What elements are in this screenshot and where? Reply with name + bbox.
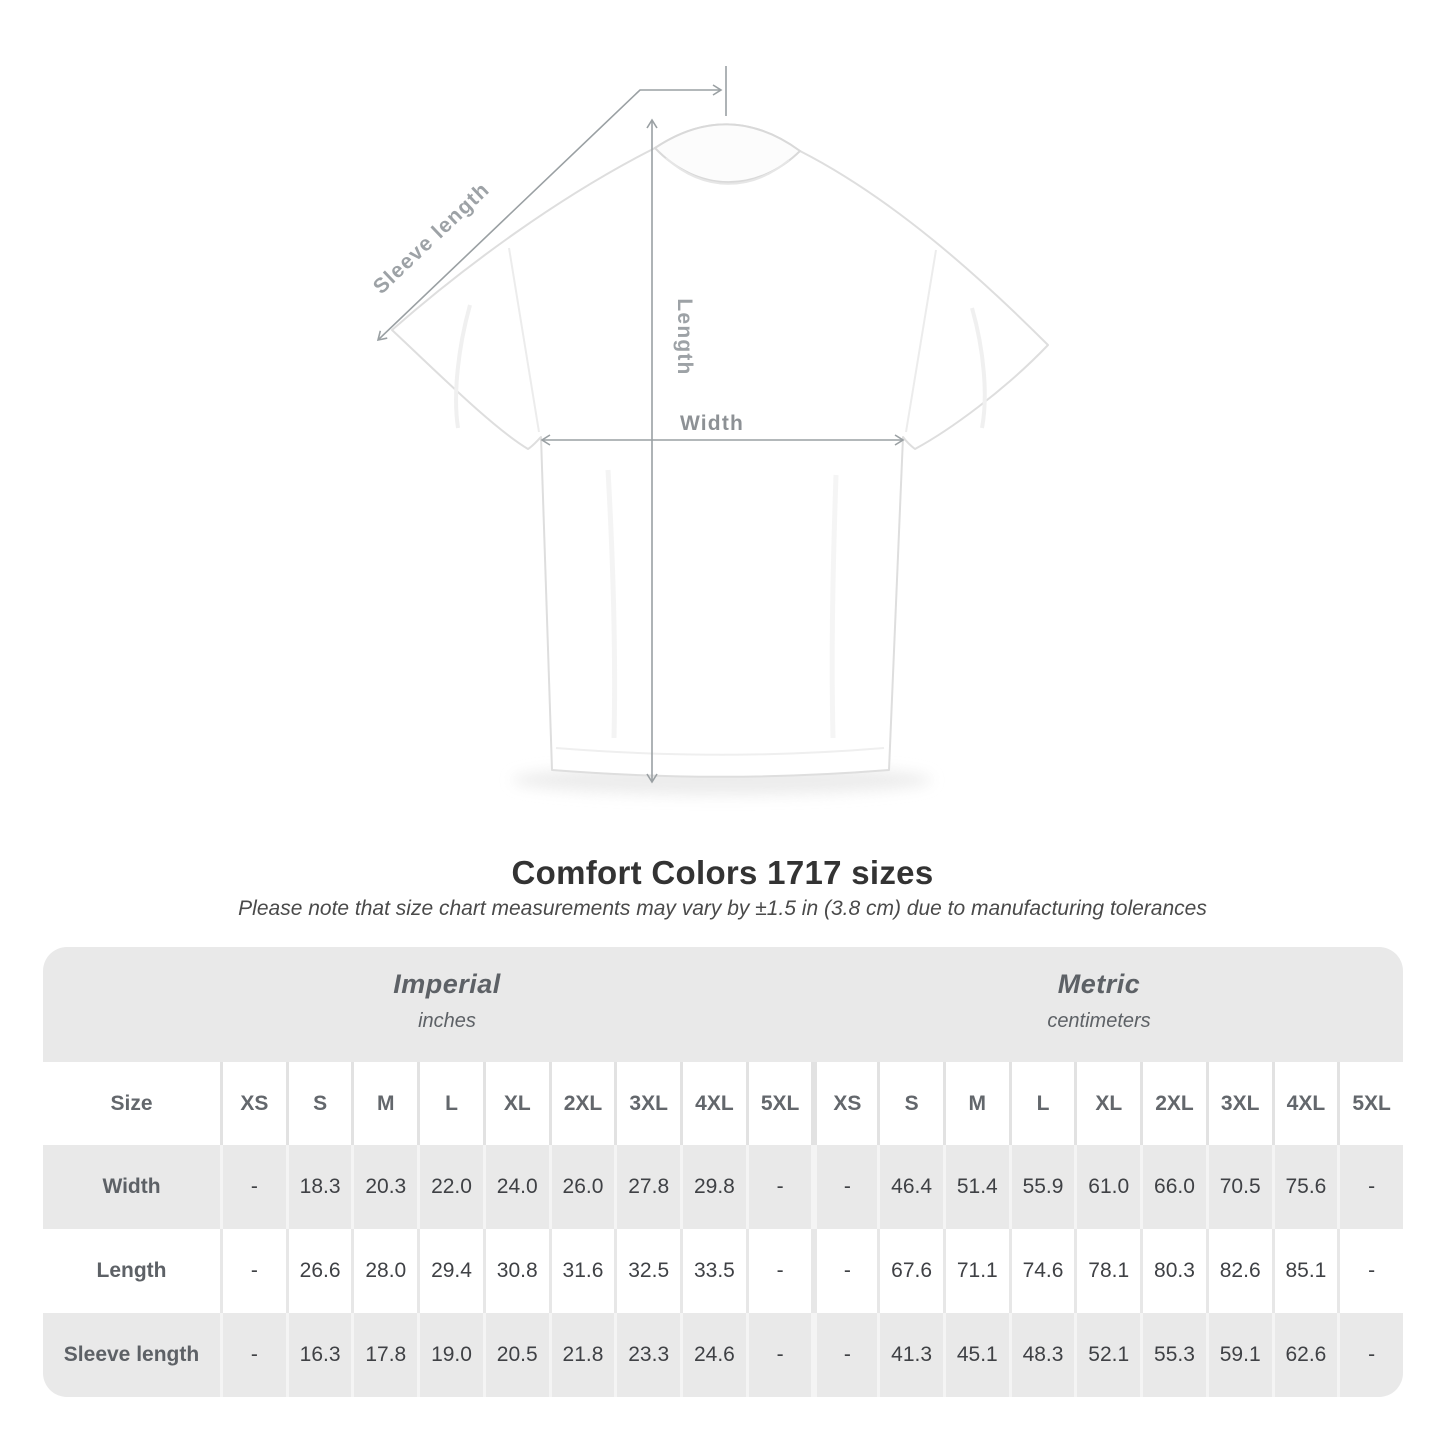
value-cell: 67.6 <box>877 1229 943 1313</box>
imperial-label: Imperial <box>393 969 501 999</box>
value-cell: 29.4 <box>417 1229 483 1313</box>
value-cell: 29.8 <box>680 1145 746 1229</box>
column-header-metric-4xl: 4XL <box>1271 1062 1338 1145</box>
value-cell: - <box>745 1229 812 1313</box>
value-cell: - <box>745 1145 812 1229</box>
value-cell: 62.6 <box>1271 1313 1338 1397</box>
value-cell: 52.1 <box>1074 1313 1140 1397</box>
value-cell: - <box>745 1313 812 1397</box>
value-cell: - <box>811 1145 877 1229</box>
value-cell: 24.0 <box>482 1145 549 1229</box>
value-cell: - <box>811 1313 877 1397</box>
metric-label: Metric <box>1057 969 1141 999</box>
column-header-metric-m: M <box>942 1062 1009 1145</box>
imperial-unit: inches <box>418 1010 476 1032</box>
sleeve-length-line <box>376 84 723 342</box>
value-cell: 27.8 <box>614 1145 680 1229</box>
column-header-imperial-xs: XS <box>220 1062 286 1145</box>
column-header-metric-s: S <box>877 1062 943 1145</box>
tolerance-note: Please note that size chart measurements… <box>238 897 1207 920</box>
size-column-header: Size <box>110 1091 153 1115</box>
value-cell: - <box>220 1145 286 1229</box>
value-cell: 23.3 <box>614 1313 680 1397</box>
value-cell: 71.1 <box>942 1229 1009 1313</box>
value-cell: 31.6 <box>548 1229 615 1313</box>
value-cell: 70.5 <box>1205 1145 1272 1229</box>
value-cell: 78.1 <box>1074 1229 1140 1313</box>
column-header-metric-l: L <box>1008 1062 1075 1145</box>
width-label: Width <box>680 412 744 435</box>
column-header-imperial-l: L <box>417 1062 483 1145</box>
value-cell: 24.6 <box>680 1313 746 1397</box>
value-cell: 45.1 <box>942 1313 1009 1397</box>
table-row-width: Width -18.3 20.3 22.0 24.0 26.0 27.8 29.8- -46.4… <box>43 1145 1403 1229</box>
table-unit-band: Imperial inches Metric centimeters <box>43 947 1403 1062</box>
value-cell: 20.3 <box>351 1145 417 1229</box>
value-cell: 19.0 <box>417 1313 483 1397</box>
row-label: Sleeve length <box>63 1343 200 1366</box>
column-header-metric-2xl: 2XL <box>1140 1062 1206 1145</box>
size-table: Imperial inches Metric centimeters Size X… <box>43 947 1403 1397</box>
value-cell: 32.5 <box>614 1229 680 1313</box>
table-row-length: Length -26.6 28.0 29.4 30.8 31.6 32.5 33.5- -67.… <box>43 1229 1403 1313</box>
value-cell: 28.0 <box>351 1229 417 1313</box>
size-header-row: Size XS S M L XL 2XL 3XL 4XL 5XL XS S M L XL 2XL 3XL 4XL 5… <box>43 1062 1403 1145</box>
column-header-imperial-2xl: 2XL <box>548 1062 615 1145</box>
value-cell: - <box>1337 1313 1403 1397</box>
metric-unit: centimeters <box>1047 1010 1151 1032</box>
value-cell: 55.9 <box>1008 1145 1075 1229</box>
value-cell: 16.3 <box>285 1313 352 1397</box>
value-cell: - <box>220 1229 286 1313</box>
value-cell: 17.8 <box>351 1313 417 1397</box>
tshirt-graphic <box>391 123 1049 778</box>
value-cell: 74.6 <box>1008 1229 1075 1313</box>
row-label: Length <box>96 1259 167 1282</box>
value-cell: 48.3 <box>1008 1313 1075 1397</box>
length-label: Length <box>673 298 696 375</box>
value-cell: 41.3 <box>877 1313 943 1397</box>
value-cell: 59.1 <box>1205 1313 1272 1397</box>
tshirt-diagram: Sleeve length Length Width <box>369 66 1049 795</box>
value-cell: 82.6 <box>1205 1229 1272 1313</box>
value-cell: 26.0 <box>548 1145 615 1229</box>
column-header-imperial-s: S <box>285 1062 352 1145</box>
column-header-metric-5xl: 5XL <box>1337 1062 1403 1145</box>
value-cell: 66.0 <box>1140 1145 1206 1229</box>
row-label: Width <box>102 1175 161 1198</box>
value-cell: 46.4 <box>877 1145 943 1229</box>
column-header-imperial-5xl: 5XL <box>745 1062 812 1145</box>
imperial-section-header: Imperial inches <box>393 969 501 1033</box>
value-cell: 20.5 <box>482 1313 549 1397</box>
column-header-imperial-3xl: 3XL <box>614 1062 680 1145</box>
value-cell: 33.5 <box>680 1229 746 1313</box>
value-cell: 51.4 <box>942 1145 1009 1229</box>
value-cell: 75.6 <box>1271 1145 1338 1229</box>
value-cell: 80.3 <box>1140 1229 1206 1313</box>
value-cell: 55.3 <box>1140 1313 1206 1397</box>
metric-section-header: Metric centimeters <box>1047 969 1150 1033</box>
value-cell: 18.3 <box>285 1145 352 1229</box>
column-header-metric-3xl: 3XL <box>1205 1062 1272 1145</box>
column-header-metric-xs: XS <box>811 1062 877 1145</box>
column-header-imperial-m: M <box>351 1062 417 1145</box>
table-row-sleeve-length: Sleeve length -16.3 17.8 19.0 20.5 21.8 23.3 24… <box>43 1313 1403 1397</box>
column-header-metric-xl: XL <box>1074 1062 1140 1145</box>
value-cell: 61.0 <box>1074 1145 1140 1229</box>
value-cell: 26.6 <box>285 1229 352 1313</box>
value-cell: 30.8 <box>482 1229 549 1313</box>
value-cell: 22.0 <box>417 1145 483 1229</box>
value-cell: - <box>1337 1145 1403 1229</box>
value-cell: 21.8 <box>548 1313 615 1397</box>
value-cell: 85.1 <box>1271 1229 1338 1313</box>
value-cell: - <box>1337 1229 1403 1313</box>
table-grid: Size XS S M L XL 2XL 3XL 4XL 5XL XS S M L XL 2XL 3XL 4XL 5… <box>43 1062 1403 1397</box>
chart-title: Comfort Colors 1717 sizes <box>511 854 934 891</box>
value-cell: - <box>811 1229 877 1313</box>
value-cell: - <box>220 1313 286 1397</box>
column-header-imperial-4xl: 4XL <box>680 1062 746 1145</box>
column-header-imperial-xl: XL <box>482 1062 549 1145</box>
